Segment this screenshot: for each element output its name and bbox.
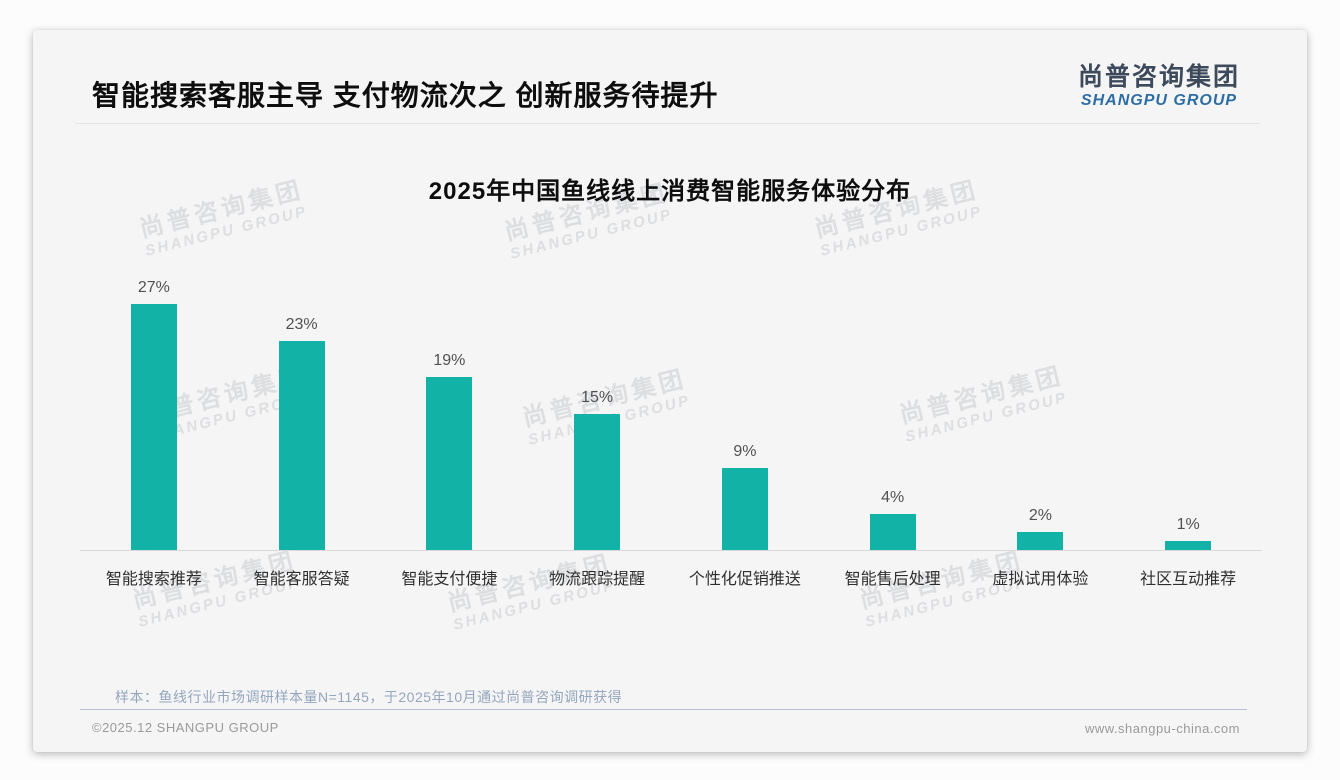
chart-column: 23% (228, 260, 376, 550)
bar-value-label: 27% (137, 279, 170, 297)
category-label: 物流跟踪提醒 (549, 571, 646, 588)
watermark-line2: SHANGPU GROUP (818, 203, 985, 261)
chart-column: 15% (523, 260, 671, 550)
chart-column: 2% (967, 260, 1115, 550)
category-label: 智能支付便捷 (401, 571, 498, 588)
logo-chinese-name: 尚普咨询集团 (1077, 63, 1240, 91)
bar-chart-plot: 27% 23% 19% 15% 9% 4% 2% 1% (80, 260, 1262, 551)
footer-divider (80, 709, 1247, 710)
header-divider (75, 123, 1260, 124)
bar (721, 468, 768, 550)
category-label: 个性化促销推送 (688, 571, 801, 588)
chart-column: 27% (80, 260, 228, 550)
category-label: 智能客服答疑 (253, 571, 350, 588)
category-label: 智能搜索推荐 (105, 571, 202, 588)
bar (1165, 540, 1212, 550)
bar (278, 340, 325, 550)
logo-english-name: SHANGPU GROUP (1080, 91, 1238, 109)
bar (1017, 531, 1064, 550)
footer-copyright: ©2025.12 SHANGPU GROUP (92, 720, 279, 735)
bar (574, 413, 621, 550)
chart-column: 1% (1114, 260, 1262, 550)
bar-value-label: 1% (1176, 515, 1200, 533)
slide-card: 尚普咨询集团 SHANGPU GROUP 尚普咨询集团 SHANGPU GROUP 尚普… (33, 30, 1307, 752)
category-label: 虚拟试用体验 (992, 571, 1089, 588)
chart-column: 19% (376, 260, 524, 550)
page-title: 智能搜索客服主导 支付物流次之 创新服务待提升 (92, 80, 719, 111)
chart-title: 2025年中国鱼线线上消费智能服务体验分布 (428, 178, 912, 205)
bar-value-label: 23% (285, 315, 318, 333)
bar-value-label: 4% (881, 488, 905, 506)
bar (426, 377, 473, 550)
footer-website: www.shangpu-china.com (1084, 721, 1240, 736)
chart-column: 4% (819, 260, 967, 550)
sample-note: 样本：鱼线行业市场调研样本量N=1145，于2025年10月通过尚普咨询调研获得 (115, 689, 623, 705)
bar-value-label: 2% (1028, 506, 1052, 524)
category-axis: 智能搜索推荐 智能客服答疑 智能支付便捷 物流跟踪提醒 个性化促销推送 智能售后处理 虚拟试… (80, 565, 1262, 589)
bar-value-label: 15% (581, 388, 614, 406)
bar (869, 513, 916, 550)
watermark-line2: SHANGPU GROUP (508, 206, 675, 264)
company-logo: 尚普咨询集团 SHANGPU GROUP (1078, 63, 1240, 109)
bar-value-label: 9% (733, 443, 757, 461)
category-label: 智能售后处理 (844, 571, 941, 588)
bar (130, 304, 177, 550)
chart-column: 9% (671, 260, 819, 550)
bar-value-label: 19% (433, 352, 466, 370)
watermark-line2: SHANGPU GROUP (143, 203, 310, 261)
category-label: 社区互动推荐 (1140, 571, 1237, 588)
